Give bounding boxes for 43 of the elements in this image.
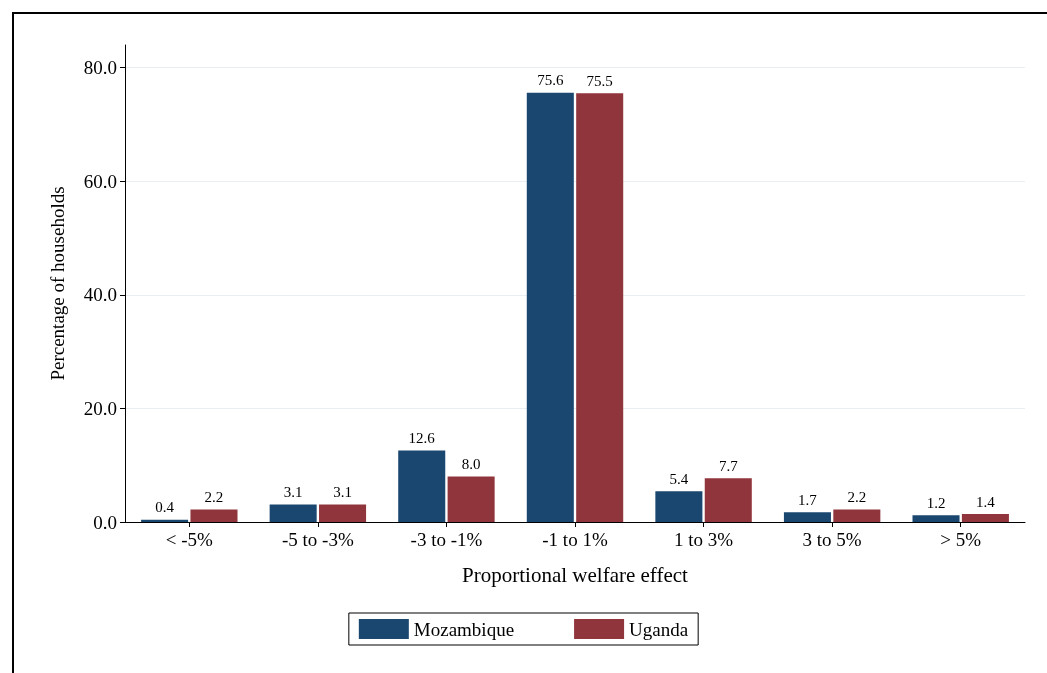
data-label: 12.6 (408, 429, 436, 446)
bar (576, 93, 624, 522)
data-label: 2.2 (847, 489, 867, 506)
data-label: 75.6 (537, 72, 564, 89)
bar (447, 476, 495, 522)
bar (833, 509, 881, 522)
data-label: 2.2 (204, 489, 224, 506)
legend-label: Uganda (629, 618, 689, 640)
bar (961, 514, 1009, 522)
x-tick-label: -5 to -3% (281, 529, 354, 550)
x-tick-label: > 5% (940, 529, 982, 550)
data-label: 8.0 (461, 456, 481, 473)
bar (319, 504, 367, 522)
x-axis-title: Proportional welfare effect (462, 562, 689, 587)
bar (655, 491, 703, 522)
x-tick-label: < -5% (165, 529, 214, 550)
x-tick-label: -1 to 1% (542, 529, 608, 550)
data-label: 0.4 (155, 499, 175, 516)
data-label: 1.4 (976, 493, 996, 510)
bar (269, 504, 317, 522)
data-label: 1.2 (926, 494, 946, 511)
data-label: 75.5 (586, 72, 613, 89)
y-tick-label: 40.0 (83, 284, 117, 306)
y-tick-label: 60.0 (83, 170, 117, 192)
y-axis-title: Percentage of households (47, 186, 68, 381)
y-tick-label: 80.0 (83, 57, 117, 79)
x-tick-label: 1 to 3% (674, 529, 734, 550)
bar (912, 515, 960, 522)
data-label: 3.1 (333, 483, 352, 500)
legend-label: Mozambique (413, 618, 515, 640)
y-tick-label: 20.0 (83, 397, 117, 419)
bar (398, 450, 446, 522)
bar (783, 512, 831, 522)
bar (704, 478, 752, 522)
x-tick-label: -3 to -1% (410, 529, 483, 550)
y-tick-label: 0.0 (93, 511, 117, 533)
data-label: 1.7 (798, 491, 818, 508)
data-label: 7.7 (718, 457, 739, 474)
bar (190, 509, 238, 522)
x-tick-label: 3 to 5% (802, 529, 862, 550)
data-label: 5.4 (669, 470, 689, 487)
bar (526, 92, 574, 522)
data-label: 3.1 (283, 483, 303, 500)
